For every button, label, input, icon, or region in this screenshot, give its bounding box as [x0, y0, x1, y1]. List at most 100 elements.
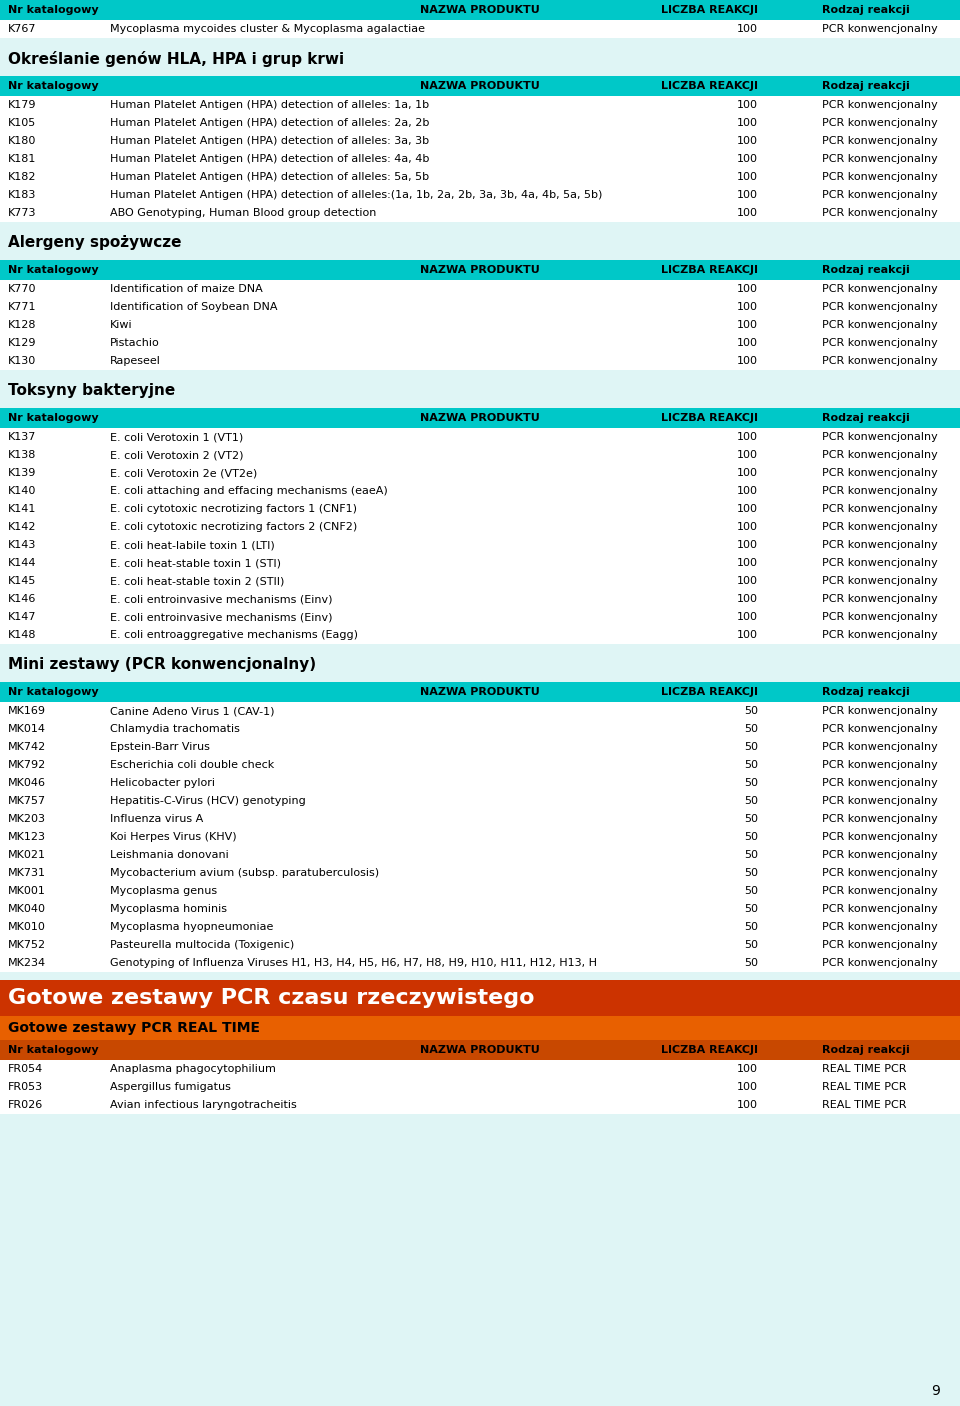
Text: PCR konwencjonalny: PCR konwencjonalny	[822, 593, 938, 605]
Bar	[0, 280, 960, 298]
Text: 100: 100	[737, 450, 758, 460]
Bar	[0, 918, 960, 936]
Text: Escherichia coli double check: Escherichia coli double check	[110, 761, 275, 770]
Bar	[0, 980, 960, 1017]
Text: PCR konwencjonalny: PCR konwencjonalny	[822, 814, 938, 824]
Bar	[0, 446, 960, 464]
Bar	[0, 150, 960, 167]
Bar	[0, 482, 960, 501]
Text: Mycoplasma mycoides cluster & Mycoplasma agalactiae: Mycoplasma mycoides cluster & Mycoplasma…	[110, 24, 425, 34]
Text: Genotyping of Influenza Viruses H1, H3, H4, H5, H6, H7, H8, H9, H10, H11, H12, H: Genotyping of Influenza Viruses H1, H3, …	[110, 957, 597, 967]
Text: K129: K129	[8, 337, 36, 349]
Text: 100: 100	[737, 522, 758, 531]
Text: 50: 50	[744, 904, 758, 914]
Text: PCR konwencjonalny: PCR konwencjonalny	[822, 540, 938, 550]
Text: K767: K767	[8, 24, 36, 34]
Text: 100: 100	[737, 612, 758, 621]
Text: Mycobacterium avium (subsp. paratuberculosis): Mycobacterium avium (subsp. paratubercul…	[110, 868, 379, 877]
Text: NAZWA PRODUKTU: NAZWA PRODUKTU	[420, 82, 540, 91]
Text: MK742: MK742	[8, 742, 46, 752]
Bar	[0, 76, 960, 96]
Bar	[0, 427, 960, 446]
Text: Pasteurella multocida (Toxigenic): Pasteurella multocida (Toxigenic)	[110, 941, 295, 950]
Text: MK123: MK123	[8, 832, 46, 842]
Text: PCR konwencjonalny: PCR konwencjonalny	[822, 284, 938, 294]
Text: 50: 50	[744, 724, 758, 734]
Text: Mycoplasma hominis: Mycoplasma hominis	[110, 904, 227, 914]
Text: K141: K141	[8, 503, 36, 515]
Text: 100: 100	[737, 190, 758, 200]
Bar	[0, 1097, 960, 1114]
Bar	[0, 260, 960, 280]
Text: FR054: FR054	[8, 1064, 43, 1074]
Text: Human Platelet Antigen (HPA) detection of alleles:(1a, 1b, 2a, 2b, 3a, 3b, 4a, 4: Human Platelet Antigen (HPA) detection o…	[110, 190, 602, 200]
Text: 50: 50	[744, 957, 758, 967]
Text: 50: 50	[744, 922, 758, 932]
Bar	[0, 352, 960, 370]
Text: Identification of Soybean DNA: Identification of Soybean DNA	[110, 302, 277, 312]
Text: Nr katalogowy: Nr katalogowy	[8, 6, 99, 15]
Bar	[0, 554, 960, 572]
Text: 100: 100	[737, 1064, 758, 1074]
Text: 100: 100	[737, 558, 758, 568]
Text: 50: 50	[744, 706, 758, 716]
Text: K130: K130	[8, 356, 36, 366]
Text: K144: K144	[8, 558, 36, 568]
Text: Kiwi: Kiwi	[110, 321, 132, 330]
Bar	[0, 846, 960, 865]
Bar	[0, 316, 960, 335]
Text: PCR konwencjonalny: PCR konwencjonalny	[822, 302, 938, 312]
Text: Hepatitis-C-Virus (HCV) genotyping: Hepatitis-C-Virus (HCV) genotyping	[110, 796, 305, 806]
Text: Określanie genów HLA, HPA i grup krwi: Określanie genów HLA, HPA i grup krwi	[8, 51, 344, 67]
Text: PCR konwencjonalny: PCR konwencjonalny	[822, 630, 938, 640]
Bar	[0, 517, 960, 536]
Bar	[0, 607, 960, 626]
Text: Gotowe zestawy PCR czasu rzeczywistego: Gotowe zestawy PCR czasu rzeczywistego	[8, 988, 535, 1008]
Bar	[0, 720, 960, 738]
Text: PCR konwencjonalny: PCR konwencjonalny	[822, 100, 938, 110]
Bar	[0, 132, 960, 150]
Text: MK001: MK001	[8, 886, 46, 896]
Text: 50: 50	[744, 941, 758, 950]
Bar	[0, 900, 960, 918]
Text: Rodzaj reakcji: Rodzaj reakcji	[822, 82, 910, 91]
Text: 100: 100	[737, 1083, 758, 1092]
Text: 100: 100	[737, 172, 758, 181]
Bar	[0, 20, 960, 38]
Text: 50: 50	[744, 832, 758, 842]
Text: Epstein-Barr Virus: Epstein-Barr Virus	[110, 742, 210, 752]
Text: PCR konwencjonalny: PCR konwencjonalny	[822, 172, 938, 181]
Bar	[0, 1040, 960, 1060]
Text: E. coli heat-stable toxin 2 (STII): E. coli heat-stable toxin 2 (STII)	[110, 576, 284, 586]
Text: 100: 100	[737, 24, 758, 34]
Text: 50: 50	[744, 742, 758, 752]
Text: E. coli attaching and effacing mechanisms (eaeA): E. coli attaching and effacing mechanism…	[110, 486, 388, 496]
Bar	[0, 1078, 960, 1097]
Text: Aspergillus fumigatus: Aspergillus fumigatus	[110, 1083, 230, 1092]
Text: K128: K128	[8, 321, 36, 330]
Bar	[0, 682, 960, 702]
Text: LICZBA REAKCJI: LICZBA REAKCJI	[661, 413, 758, 423]
Bar	[0, 378, 960, 404]
Bar	[0, 756, 960, 773]
Text: 100: 100	[737, 284, 758, 294]
Text: K138: K138	[8, 450, 36, 460]
Text: 100: 100	[737, 1099, 758, 1109]
Text: Mycoplasma hyopneumoniae: Mycoplasma hyopneumoniae	[110, 922, 274, 932]
Text: E. coli entroaggregative mechanisms (Eagg): E. coli entroaggregative mechanisms (Eag…	[110, 630, 358, 640]
Bar	[0, 167, 960, 186]
Text: Nr katalogowy: Nr katalogowy	[8, 413, 99, 423]
Bar	[0, 114, 960, 132]
Text: MK040: MK040	[8, 904, 46, 914]
Bar	[0, 702, 960, 720]
Bar	[0, 1060, 960, 1078]
Bar	[0, 231, 960, 256]
Text: PCR konwencjonalny: PCR konwencjonalny	[822, 503, 938, 515]
Text: Rodzaj reakcji: Rodzaj reakcji	[822, 413, 910, 423]
Text: E. coli heat-stable toxin 1 (STI): E. coli heat-stable toxin 1 (STI)	[110, 558, 281, 568]
Text: Rodzaj reakcji: Rodzaj reakcji	[822, 264, 910, 276]
Text: NAZWA PRODUKTU: NAZWA PRODUKTU	[420, 6, 540, 15]
Text: PCR konwencjonalny: PCR konwencjonalny	[822, 612, 938, 621]
Text: 100: 100	[737, 155, 758, 165]
Text: K145: K145	[8, 576, 36, 586]
